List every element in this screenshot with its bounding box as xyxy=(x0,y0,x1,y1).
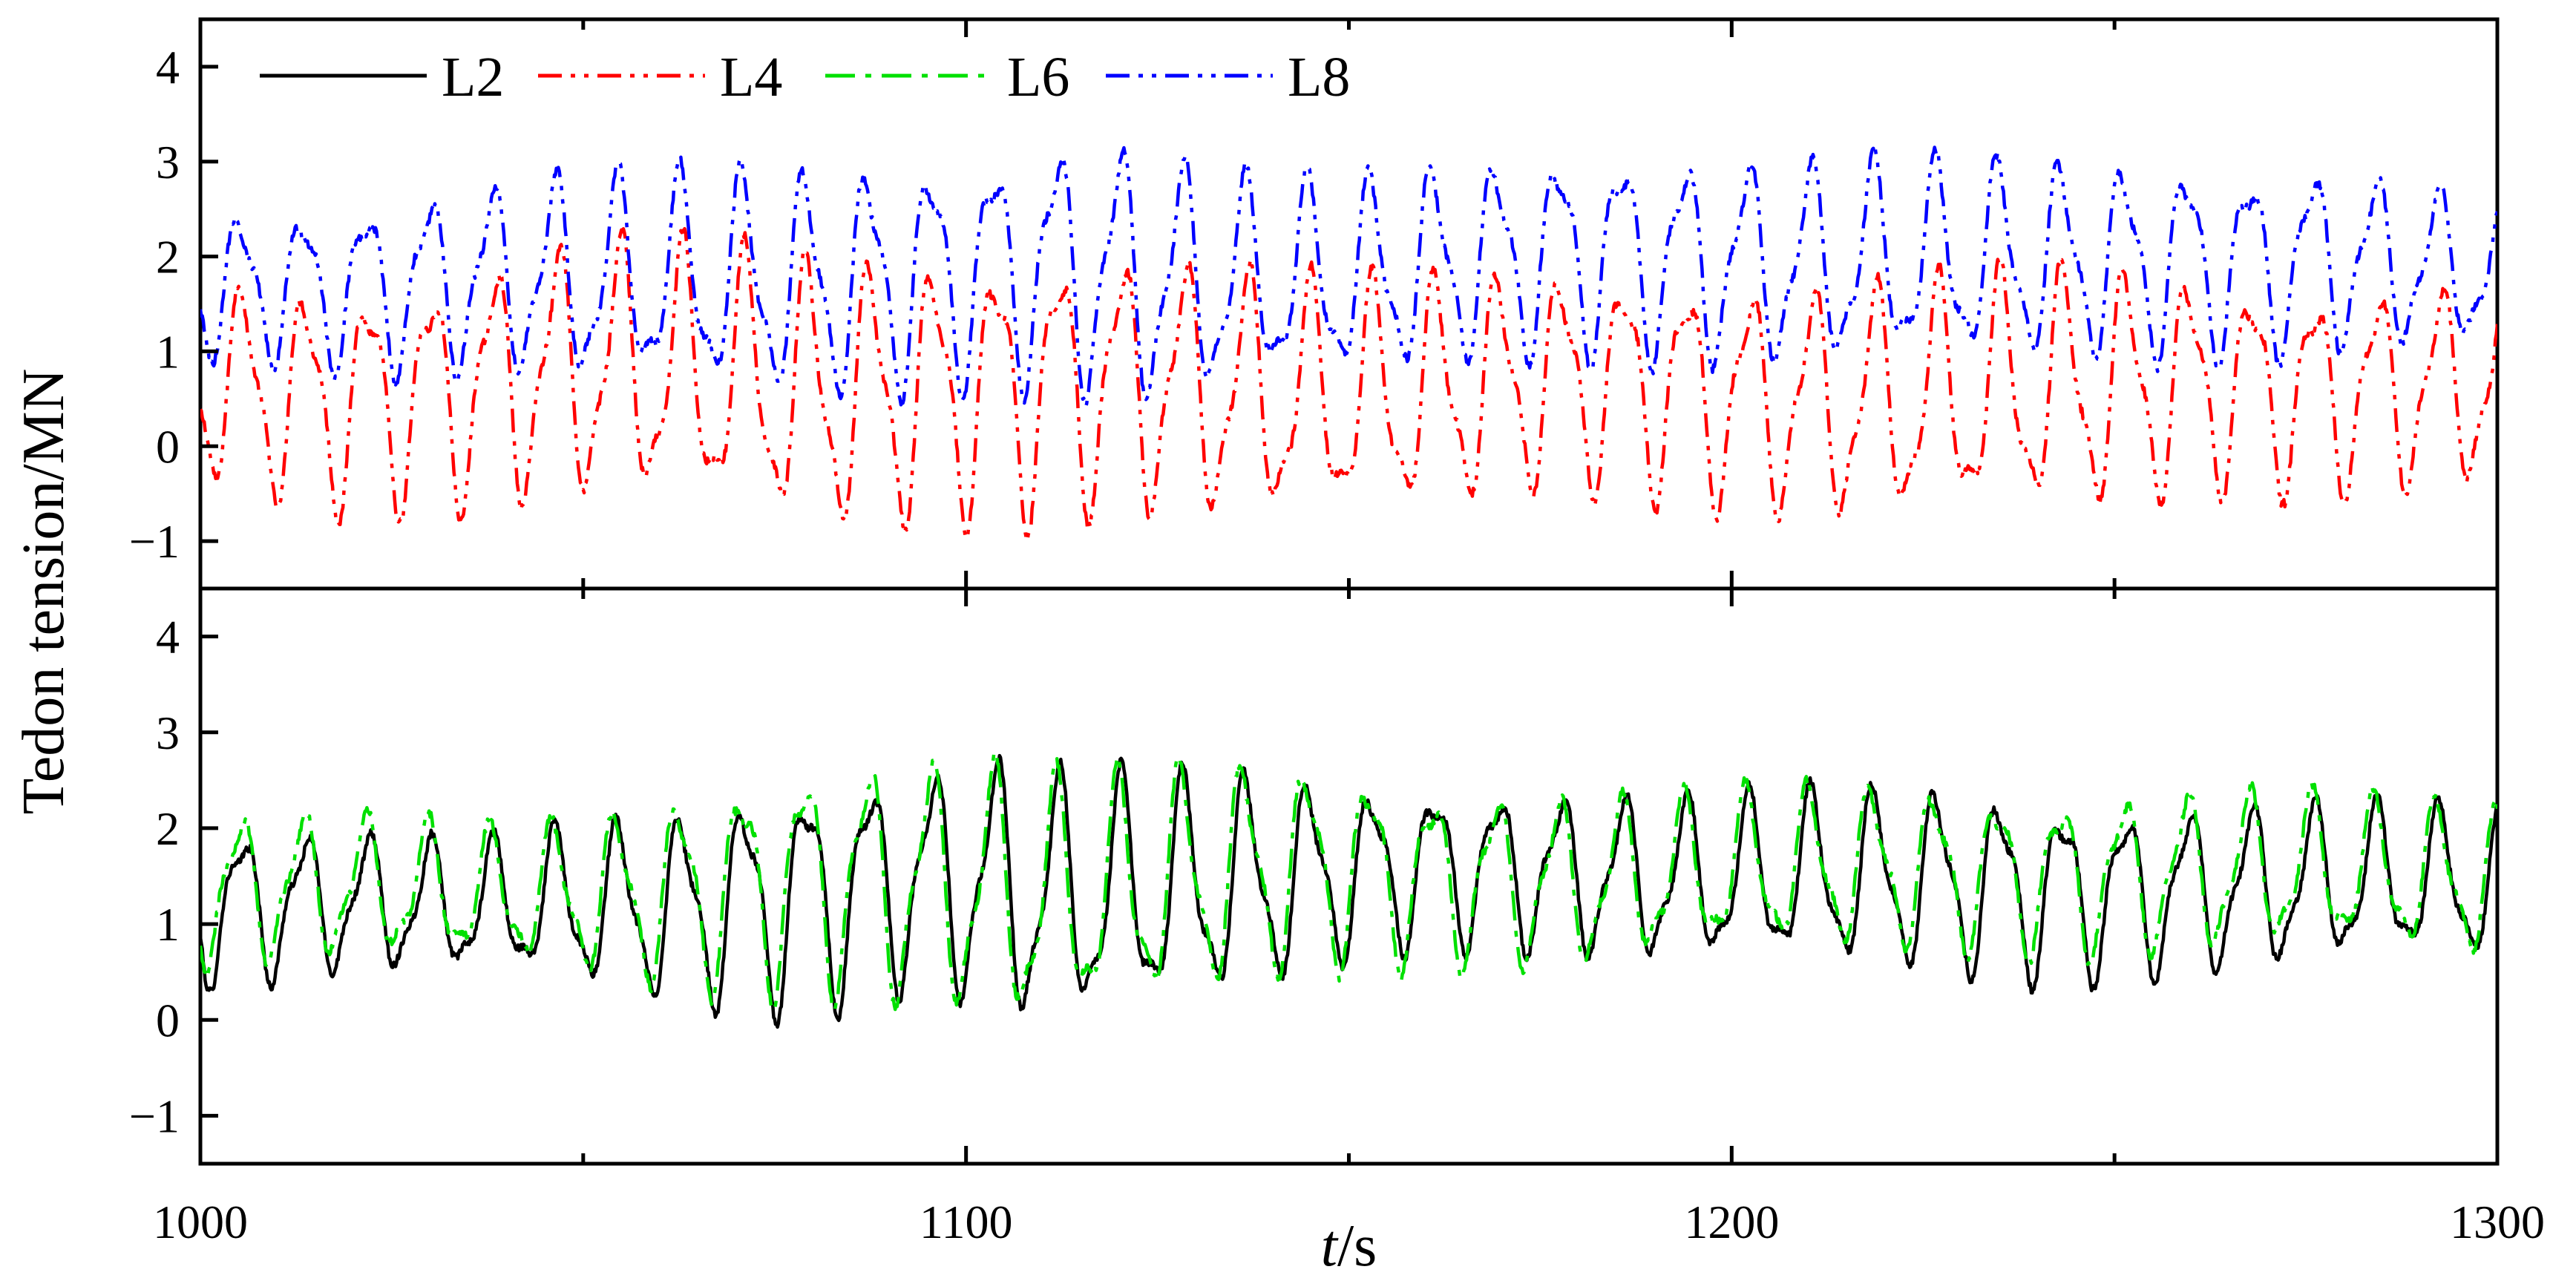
y-tick-label: −1 xyxy=(129,1089,180,1142)
x-tick-label: 1100 xyxy=(920,1196,1013,1248)
y-tick-label: 1 xyxy=(156,898,180,951)
y-axis-title: Tedon tension/MN xyxy=(11,368,76,814)
y-tick-label: 1 xyxy=(156,325,180,378)
y-tick-label: 4 xyxy=(156,41,180,94)
axis-ticks xyxy=(198,19,2500,1164)
y-tick-label: 3 xyxy=(156,707,180,759)
x-tick-label: 1200 xyxy=(1684,1196,1779,1248)
y-tick-label: −1 xyxy=(129,515,180,568)
bottom-panel-series xyxy=(200,750,2497,1029)
legend-label-l2: L2 xyxy=(442,46,504,108)
y-tick-label: 0 xyxy=(156,420,180,473)
axis-tick-labels: −1 0 1 2 3 4 −1 0 1 2 3 4 1000 1100 1200 1300 xyxy=(129,41,2545,1248)
y-tick-label: 0 xyxy=(156,994,180,1046)
series-line-l8-top xyxy=(200,145,2497,409)
series-line-l6-bottom xyxy=(200,750,2497,1012)
legend-label-l6: L6 xyxy=(1007,46,1069,108)
legend-label-l8: L8 xyxy=(1288,46,1350,108)
top-panel-series xyxy=(200,145,2497,543)
y-tick-label: 2 xyxy=(156,802,180,855)
x-axis-title-symbol: t xyxy=(1321,1213,1339,1278)
x-tick-label: 1000 xyxy=(153,1196,248,1248)
legend-label-l4: L4 xyxy=(720,46,782,108)
series-line-l4-top xyxy=(200,226,2497,543)
x-axis-title-unit: /s xyxy=(1337,1213,1377,1278)
y-tick-label: 2 xyxy=(156,231,180,284)
y-tick-label: 4 xyxy=(156,611,180,663)
y-tick-label: 3 xyxy=(156,136,180,189)
x-tick-label: 1300 xyxy=(2450,1196,2545,1248)
x-axis-title: t/s xyxy=(1321,1213,1377,1278)
legend: L2 L4 L6 L8 xyxy=(260,46,1350,108)
